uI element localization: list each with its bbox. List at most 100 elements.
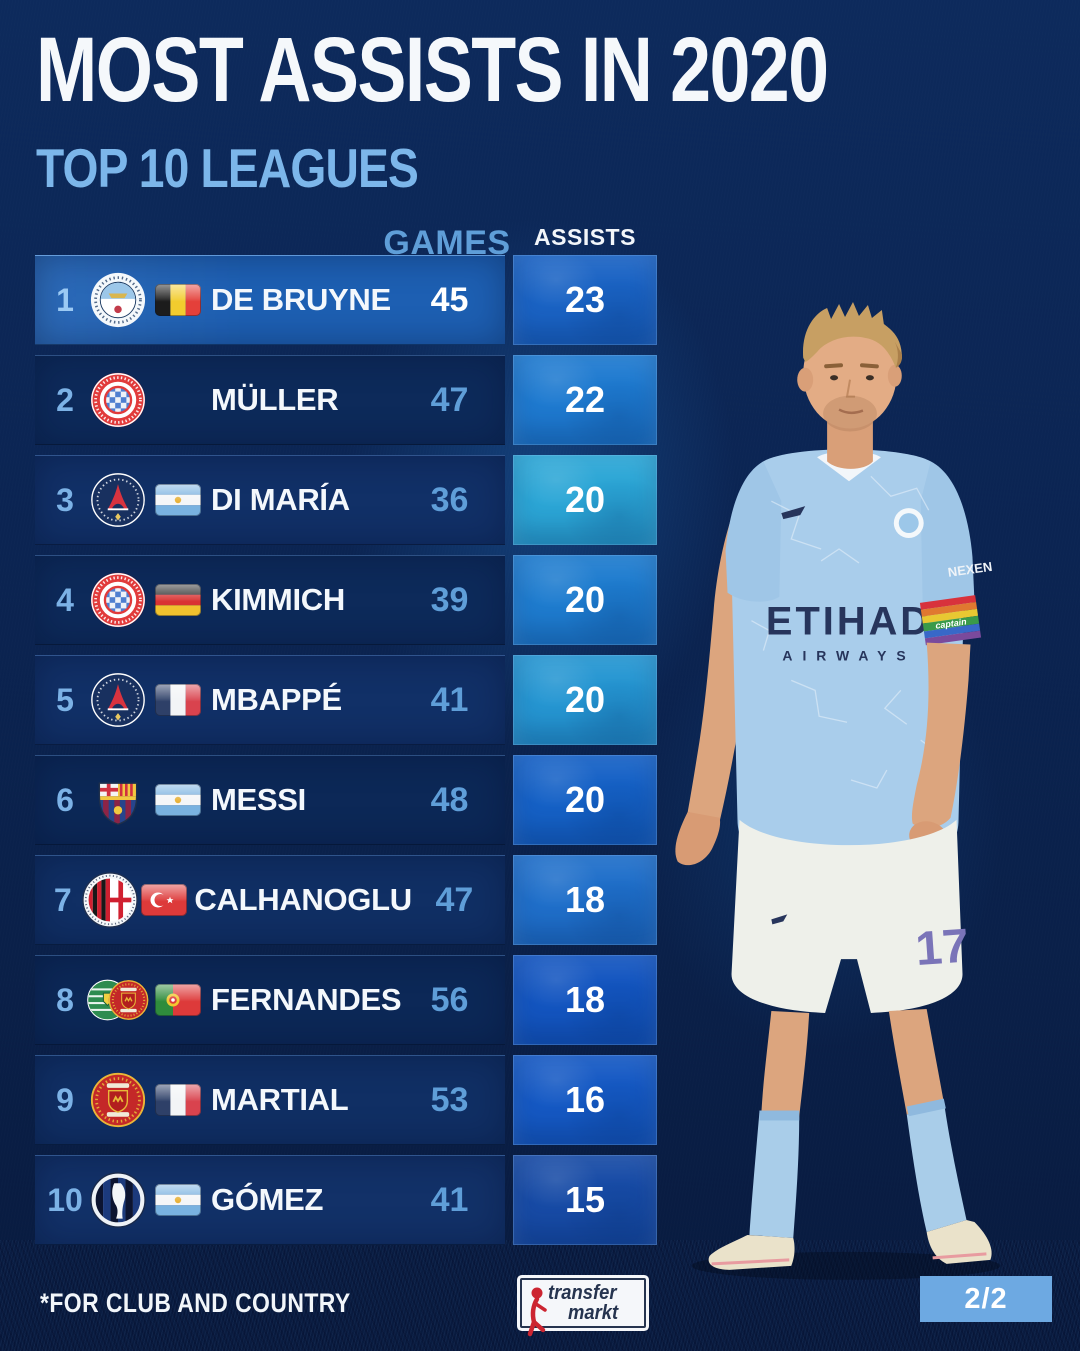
row-strip: 7 CALHANOGLU 47 [35,855,505,945]
row-strip: 5 MBAPPÉ 41 [35,655,505,745]
row-strip: 1 DE BRUYNE 45 [35,255,505,345]
table-row: 7 CALHANOGLU 47 18 [35,855,657,945]
argentina-flag [149,484,207,516]
assists-box: 18 [513,855,657,945]
sleeve-text: NEXEN [947,559,993,580]
logo-text-bottom: markt [568,1302,619,1324]
argentina-flag [149,784,207,816]
row-strip: 4 KIMMICH 39 [35,555,505,645]
games-value: 41 [430,1180,469,1219]
table-row: 1 DE BRUYNE 45 23 [35,255,657,345]
kicker-figure-icon [527,1287,547,1337]
player-name: DI MARÍA [211,482,350,517]
row-strip: 2 MÜLLER 47 [35,355,505,445]
rank: 3 [56,481,74,518]
assists-value: 20 [564,479,606,520]
assists-box: 15 [513,1155,657,1245]
games-value: 56 [430,980,469,1019]
table-row: 4 KIMMICH 39 20 [35,555,657,645]
armband-text: captain [935,616,968,630]
row-strip: 10 GÓMEZ 41 [35,1155,505,1245]
table-row: 8 FERNANDES 56 18 [35,955,657,1045]
shirt-number: 17 [914,920,971,977]
footnote: *FOR CLUB AND COUNTRY [40,1288,351,1318]
assists-box: 23 [513,255,657,345]
bayern-badge [87,572,149,628]
page-indicator: 2/2 [920,1276,1052,1322]
page-title: MOST ASSISTS IN 2020 [36,19,829,121]
row-strip: 6 MESSI 48 [35,755,505,845]
rank: 8 [56,981,74,1018]
rank: 7 [53,881,72,918]
rank: 2 [56,381,74,418]
player-name: MARTIAL [211,1082,349,1117]
rank: 9 [56,1081,74,1118]
assists-value: 18 [564,879,606,920]
bayern-badge [87,372,149,428]
shirt-sponsor-subtext: AIRWAYS [782,647,915,663]
games-value: 48 [430,780,469,819]
germany-flag [149,584,207,616]
games-value: 41 [430,680,469,719]
games-value: 36 [430,480,469,519]
barcelona-badge [87,772,149,828]
shirt-sponsor-text: ETIHAD [766,600,932,644]
table-row: 3 DI MARÍA 36 20 [35,455,657,545]
table-row: 9 MARTIAL 53 16 [35,1055,657,1145]
table-row: 10 GÓMEZ 41 15 [35,1155,657,1245]
player-name: FERNANDES [211,982,402,1017]
games-value: 45 [430,280,469,319]
assists-box: 20 [513,455,657,545]
atalanta-badge [87,1172,149,1228]
logo-text-top: transfer [548,1282,617,1304]
transfermarkt-logo: transfer markt [520,1278,646,1337]
argentina-flag [149,1184,207,1216]
rank: 5 [56,681,74,718]
games-value: 39 [430,580,469,619]
turkey-flag [138,884,190,916]
rank: 10 [47,1181,83,1218]
column-header-assists: ASSISTS [534,224,636,250]
portugal-flag [149,984,207,1016]
assists-box: 20 [513,555,657,645]
games-value: 53 [430,1080,469,1119]
row-strip: 9 MARTIAL 53 [35,1055,505,1145]
assists-value: 18 [564,979,606,1020]
table-row: 5 MBAPPÉ 41 20 [35,655,657,745]
player-name: CALHANOGLU [194,882,412,917]
games-value: 47 [430,380,469,419]
assists-box: 18 [513,955,657,1045]
psg-badge [87,472,149,528]
france-flag [149,684,207,716]
assists-value: 22 [564,379,606,420]
player-photo: ETIHAD AIRWAYS NEXEN captain 17 [675,302,1001,1280]
page-indicator-text: 2/2 [964,1282,1008,1315]
assists-value: 20 [564,579,606,620]
ac-milan-badge [82,872,138,928]
player-name: DE BRUYNE [211,282,391,317]
sporting-man-united-badges [87,977,149,1023]
ranking-table: 1 DE BRUYNE 45 23 2 MÜLLER 47 22 [35,255,657,1255]
player-name: MÜLLER [211,382,339,417]
assists-value: 20 [564,779,606,820]
table-row: 2 MÜLLER 47 22 [35,355,657,445]
table-row: 6 MESSI 48 20 [35,755,657,845]
assists-value: 15 [564,1179,606,1220]
player-name: MESSI [211,782,306,817]
page-subtitle: TOP 10 LEAGUES [36,137,419,199]
row-strip: 3 DI MARÍA 36 [35,455,505,545]
row-strip: 8 FERNANDES 56 [35,955,505,1045]
france-flag [149,1084,207,1116]
assists-value: 20 [564,679,606,720]
man-city-badge [87,272,149,328]
games-value: 47 [435,880,474,919]
player-name: KIMMICH [211,582,345,617]
assists-value: 23 [564,279,606,320]
rank: 4 [56,581,74,618]
assists-value: 16 [564,1079,606,1120]
player-name: MBAPPÉ [211,682,342,717]
assists-box: 20 [513,755,657,845]
rank: 6 [56,781,74,818]
player-name: GÓMEZ [211,1182,324,1217]
